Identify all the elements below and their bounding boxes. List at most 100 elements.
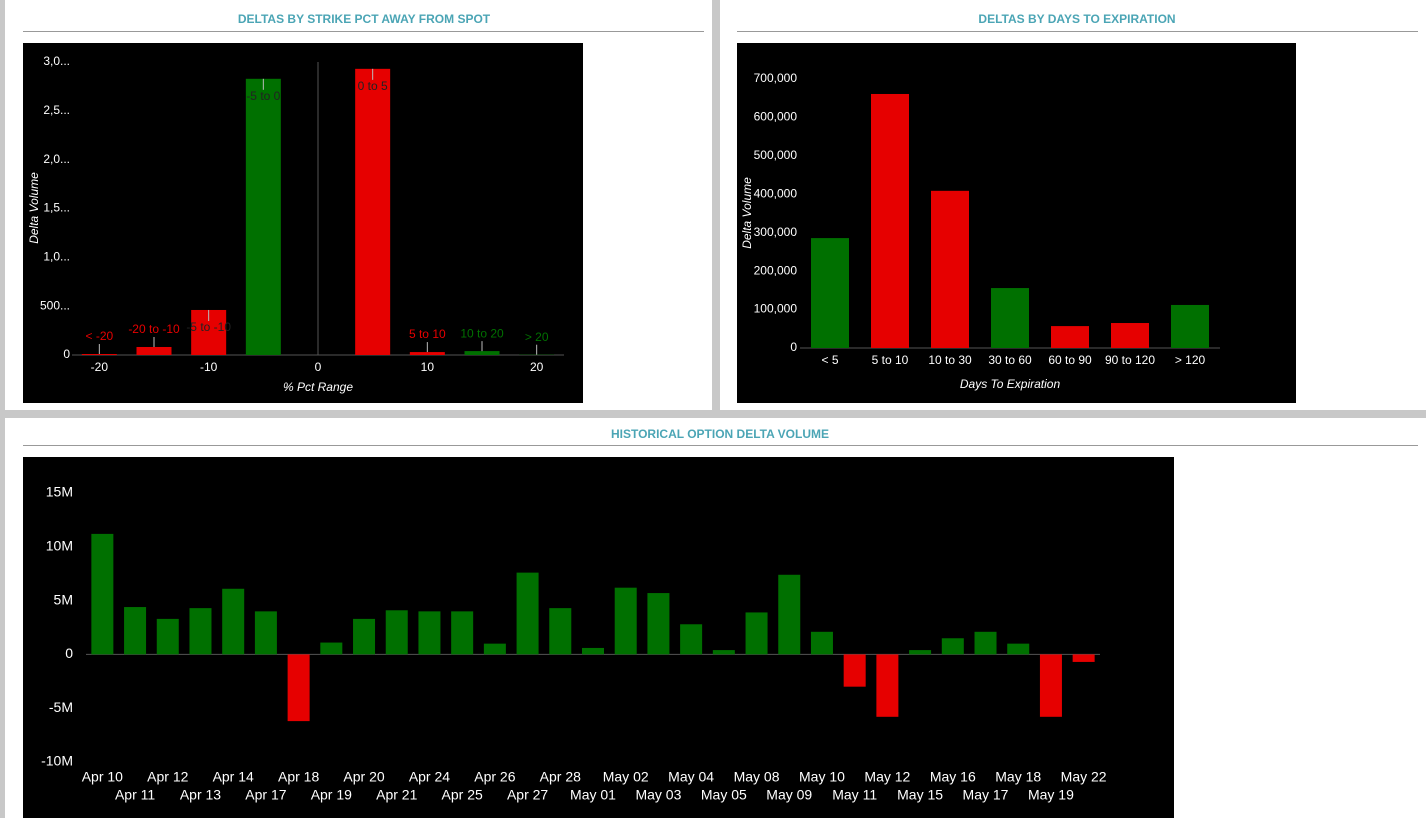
x-tick-label: > 120 [1175,353,1206,367]
y-tick-label: -5M [49,699,73,715]
bar [483,643,506,655]
bar [320,642,343,655]
bar [189,608,212,655]
bar [582,647,604,655]
bar-label: 5 to 10 [409,327,446,341]
bar [811,238,849,348]
y-tick-label: 10M [46,538,73,554]
bar [418,611,441,655]
x-tick-label: Apr 13 [180,787,221,803]
y-tick-label: 300,000 [754,225,798,239]
y-tick-label: 0 [63,347,70,361]
bar [974,631,997,655]
bar [614,587,637,655]
x-tick-label: May 03 [635,787,681,803]
bar [909,650,932,655]
bar [1171,304,1209,348]
bar [1039,654,1062,717]
x-tick-label: 5 to 10 [872,353,909,367]
bar [778,574,801,655]
bar [409,352,445,355]
y-tick-label: 3,0... [43,54,70,68]
y-axis-label: Delta Volume [27,172,41,244]
bar [254,611,277,655]
x-tick-label: 20 [530,360,544,374]
x-tick-label: Apr 12 [147,769,188,785]
x-tick-label: May 04 [668,769,714,785]
x-tick-label: Apr 21 [376,787,417,803]
x-tick-label: 60 to 90 [1048,353,1092,367]
chart-title: HISTORICAL OPTION DELTA VOLUME [611,427,829,441]
bar [156,618,179,655]
bar [1007,643,1030,655]
x-tick-label: May 02 [603,769,649,785]
bar [680,624,703,655]
x-tick-label: May 19 [1028,787,1074,803]
bar [647,593,670,655]
x-tick-label: Apr 18 [278,769,319,785]
bar [355,68,391,355]
x-tick-label: 0 [315,360,322,374]
x-tick-label: Apr 28 [540,769,581,785]
x-tick-label: May 17 [963,787,1009,803]
y-tick-label: 700,000 [754,71,798,85]
x-tick-label: Apr 17 [245,787,286,803]
bar [451,611,474,655]
bar [1051,326,1089,348]
y-tick-label: 1,0... [43,250,70,264]
x-tick-label: Apr 24 [409,769,450,785]
x-tick-label: May 22 [1061,769,1107,785]
y-tick-label: -10M [41,753,73,769]
x-tick-label: May 05 [701,787,747,803]
y-tick-label: 2,5... [43,103,70,117]
bar [991,288,1029,348]
bar [712,650,735,655]
chart-title: DELTAS BY STRIKE PCT AWAY FROM SPOT [238,12,491,26]
y-tick-label: 0 [790,340,797,354]
bar [124,607,147,655]
bar-label: > 20 [525,330,549,344]
bar [1072,654,1095,662]
y-tick-label: 0 [65,645,73,661]
bar [931,190,969,348]
x-axis-label: % Pct Range [283,380,353,394]
x-tick-label: -20 [91,360,109,374]
x-tick-label: 10 [421,360,435,374]
y-tick-label: 2,0... [43,152,70,166]
y-tick-label: 15M [46,484,73,500]
x-axis-label: Days To Expiration [960,377,1061,391]
x-tick-label: May 18 [995,769,1041,785]
bar [91,533,114,655]
y-tick-label: 200,000 [754,263,798,277]
bar [353,618,376,655]
x-tick-label: May 16 [930,769,976,785]
bar [136,346,172,355]
bar [941,638,964,655]
x-tick-label: May 01 [570,787,616,803]
bar [810,631,833,655]
x-tick-label: May 11 [832,787,877,803]
bar [876,654,899,717]
bar [549,608,572,655]
x-tick-label: Apr 26 [474,769,515,785]
x-tick-label: Apr 11 [115,787,155,803]
x-tick-label: Apr 20 [343,769,384,785]
x-tick-label: May 15 [897,787,943,803]
x-tick-label: May 09 [766,787,812,803]
bar [222,588,245,655]
x-tick-label: 30 to 60 [988,353,1032,367]
y-axis-label: Delta Volume [740,177,754,249]
y-tick-label: 500,000 [754,148,798,162]
x-tick-label: Apr 10 [82,769,123,785]
x-tick-label: 10 to 30 [928,353,972,367]
bar [871,93,909,348]
bar [516,572,539,655]
bar [385,610,408,655]
bar [287,654,310,722]
x-tick-label: Apr 14 [213,769,254,785]
bar-label: -20 to -10 [128,322,180,336]
bar [745,612,768,655]
bar-label: 0 to 5 [358,79,388,93]
